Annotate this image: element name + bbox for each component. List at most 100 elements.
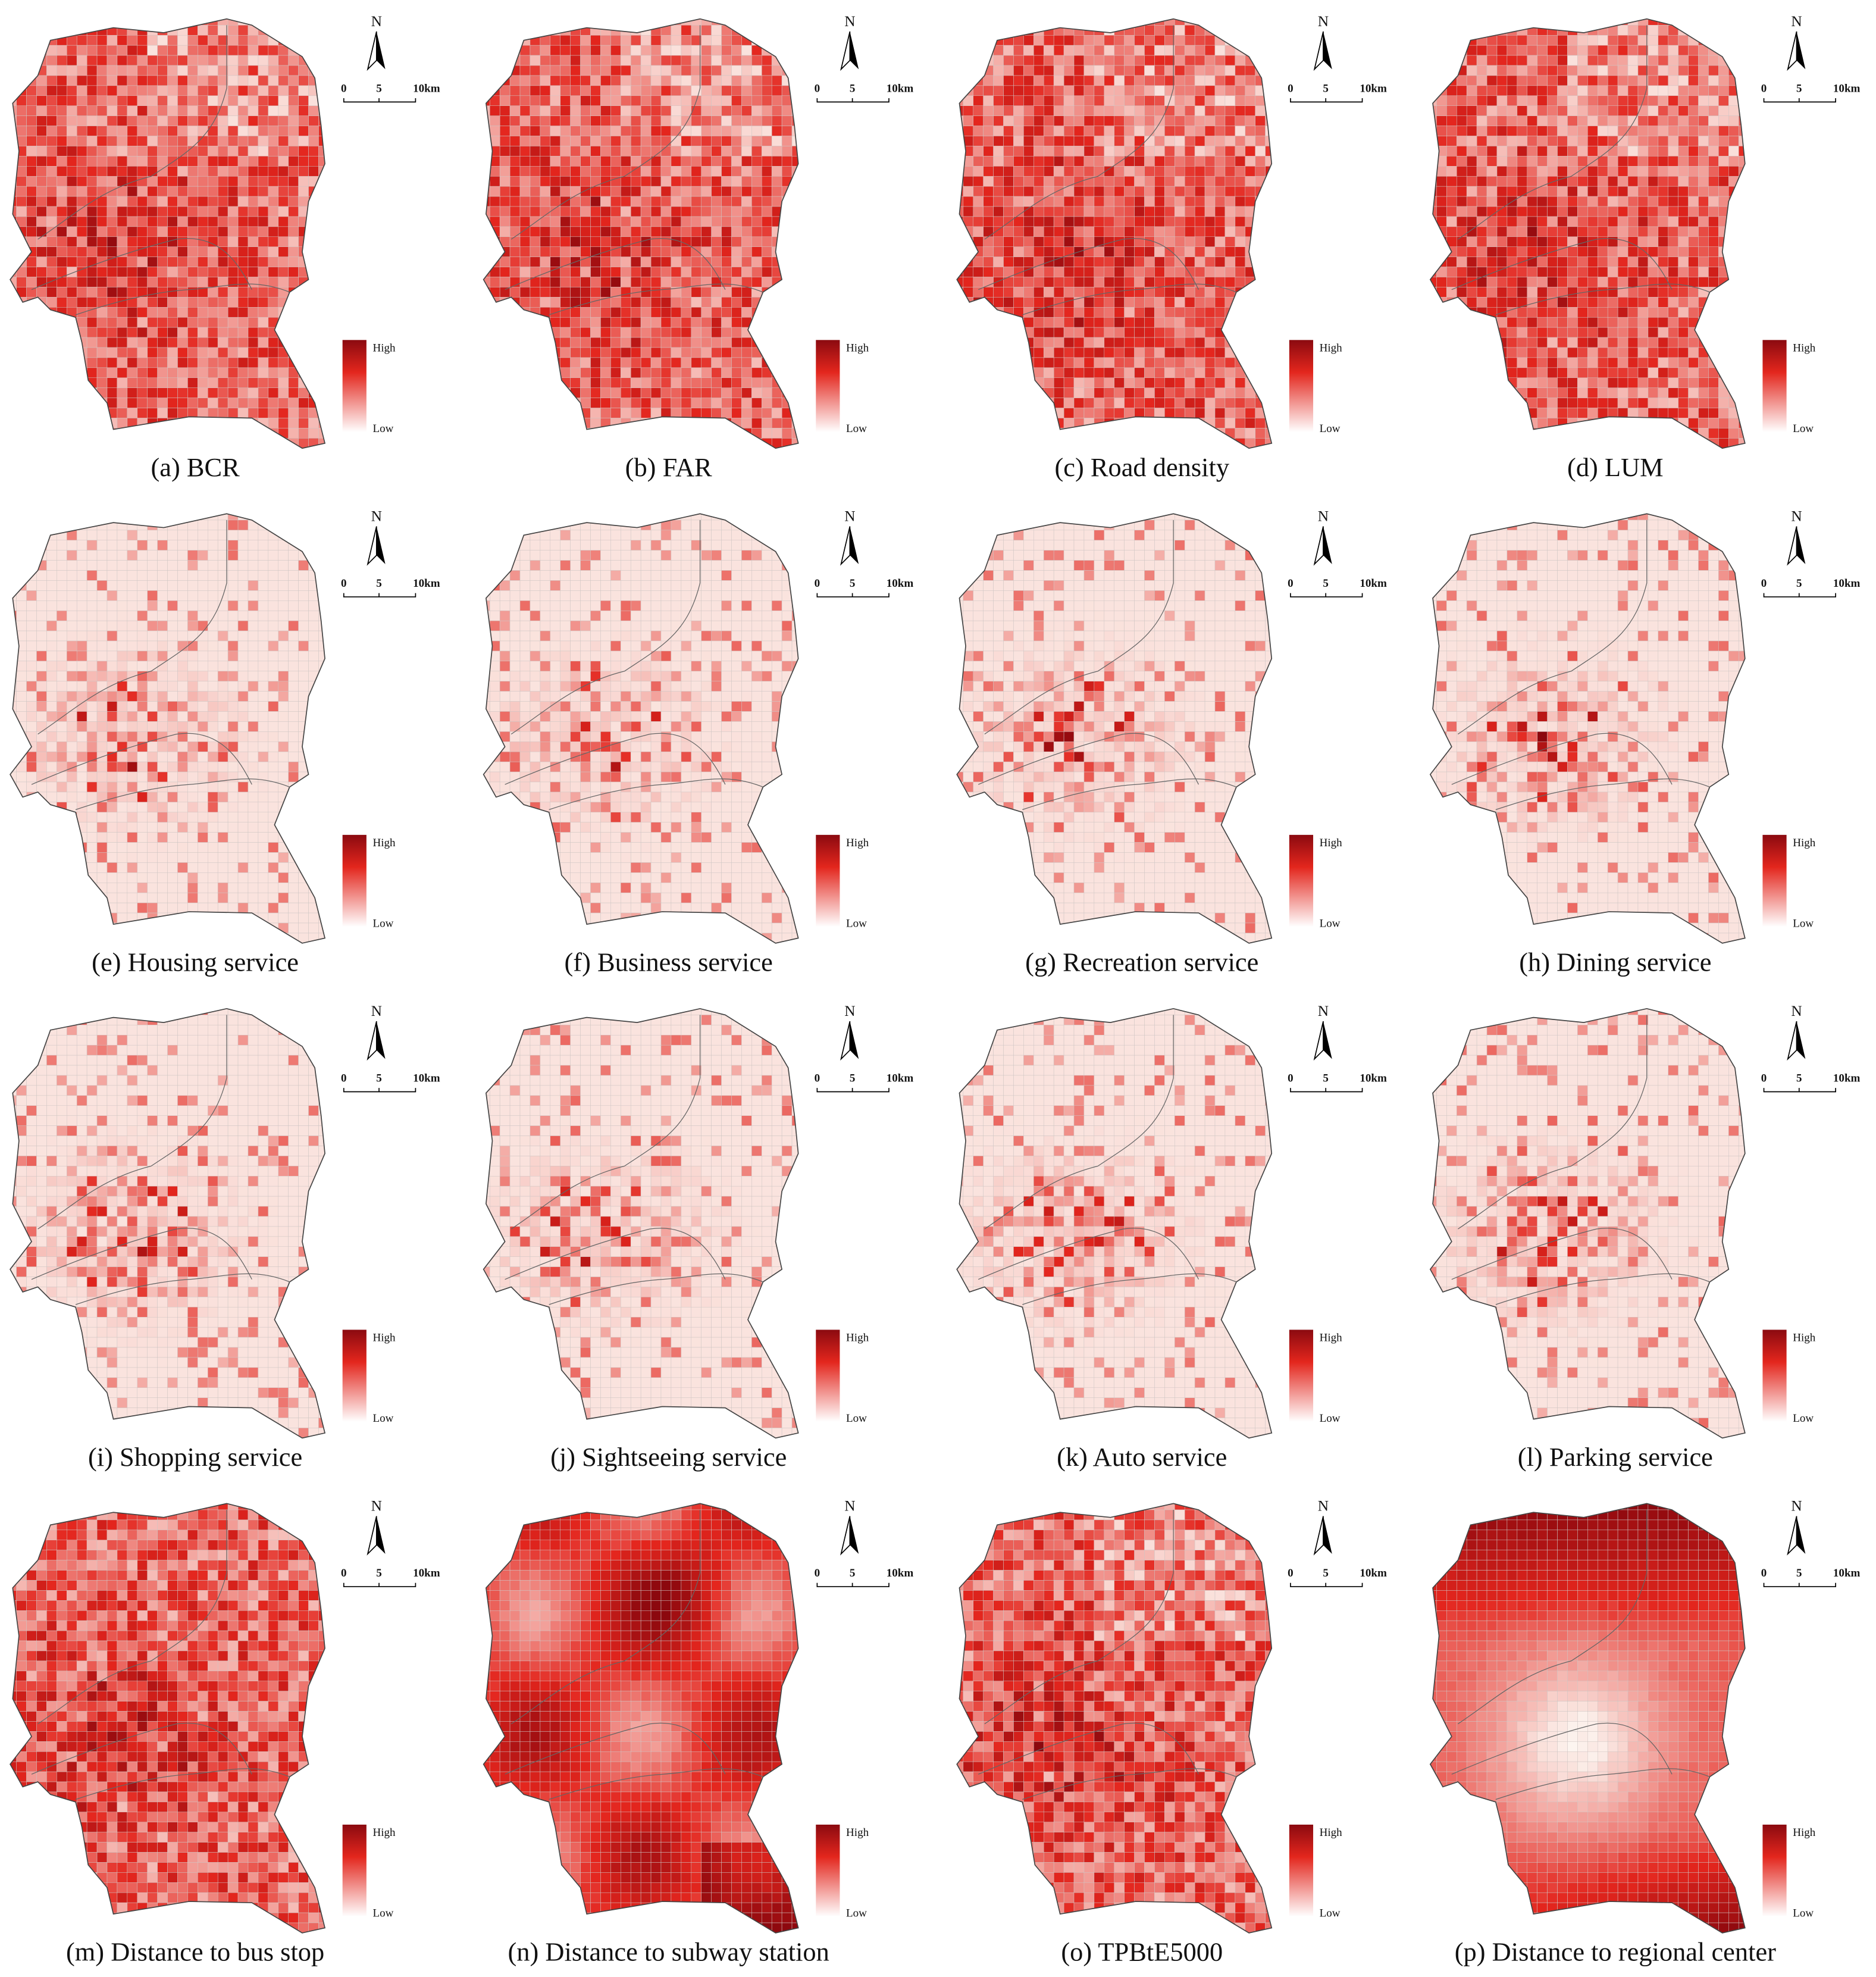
grid-cell [610,196,621,207]
grid-cell [1073,55,1085,66]
grid-cell [1053,206,1064,217]
grid-cell [107,95,118,107]
grid-cell [963,418,974,428]
grid-cell [590,156,601,167]
grid-cell [1214,297,1226,308]
grid-cell [489,206,500,217]
grid-cell [1577,156,1588,167]
grid-cell [1456,126,1467,136]
grid-cell [1124,85,1135,96]
grid-cell [1164,398,1175,408]
grid-cell [167,55,178,66]
grid-cell [1436,75,1447,86]
grid-cell [610,65,621,76]
grid-cell [328,35,339,45]
grid-cell [67,166,77,177]
grid-cell [187,297,198,308]
grid-cell [1527,75,1537,86]
grid-cell [1134,65,1145,76]
grid-cell [519,277,531,287]
grid-cell [16,367,27,378]
grid-cell [751,206,762,217]
grid-cell [540,387,551,398]
grid-cell [519,297,531,308]
grid-cell [187,287,198,298]
grid-cell [650,327,662,338]
grid-cell [117,186,128,197]
grid-cell [258,186,269,197]
grid-cell [1043,287,1054,298]
grid-cell [127,367,138,378]
grid-cell [187,45,198,56]
scale-label: 0 [341,82,347,95]
grid-cell [701,196,712,207]
grid-cell [983,287,994,298]
grid-cell [258,256,269,267]
grid-cell [640,387,652,398]
grid-cell [278,75,289,86]
grid-cell [1023,277,1034,287]
grid-cell [560,246,571,257]
grid-cell [1547,136,1558,146]
grid-cell [107,287,118,298]
grid-cell [791,377,798,388]
grid-cell [610,166,621,177]
grid-cell [570,246,581,257]
grid-cell [67,367,77,378]
grid-cell [963,367,974,378]
grid-cell [1204,357,1216,368]
grid-cell [1033,176,1044,187]
grid-cell [791,277,798,287]
grid-cell [540,65,551,76]
grid-cell [963,75,974,86]
grid-cell [560,206,571,217]
grid-cell [1224,377,1236,388]
grid-cell [1134,307,1145,318]
grid-cell [1114,398,1125,408]
grid-cell [671,357,682,368]
grid-cell [781,236,793,247]
grid-cell [610,115,621,126]
grid-cell [701,45,712,56]
grid-cell [771,166,782,177]
grid-cell [681,398,692,408]
grid-cell [993,377,1004,388]
grid-cell [1134,55,1145,66]
grid-cell [1114,186,1125,197]
grid-cell [1175,156,1185,167]
grid-cell [1164,126,1175,136]
grid-cell [762,85,772,96]
grid-cell [660,115,672,126]
grid-cell [1276,126,1286,136]
grid-cell [560,236,571,247]
grid-cell [1063,357,1075,368]
grid-cell [1184,65,1195,76]
grid-cell [237,377,249,388]
grid-cell [610,337,621,348]
grid-cell [1567,115,1578,126]
grid-cell [258,317,269,328]
grid-cell [741,458,751,468]
grid-cell [701,367,712,378]
grid-cell [36,166,47,177]
grid-cell [1224,357,1236,368]
grid-cell [963,287,974,298]
grid-cell [580,287,591,298]
grid-cell [993,206,1004,217]
grid-cell [483,136,490,146]
grid-cell [540,236,551,247]
grid-cell [1718,25,1729,36]
grid-cell [1175,398,1185,408]
grid-cell [328,418,339,428]
grid-cell [1073,367,1085,378]
grid-cell [802,15,812,25]
grid-cell [1023,166,1034,177]
grid-cell [973,256,984,267]
grid-cell [87,458,97,468]
grid-cell [107,267,118,277]
grid-cell [1224,398,1236,408]
grid-cell [1597,95,1608,107]
grid-cell [580,156,591,167]
grid-cell [1648,35,1659,46]
grid-cell [10,267,17,277]
